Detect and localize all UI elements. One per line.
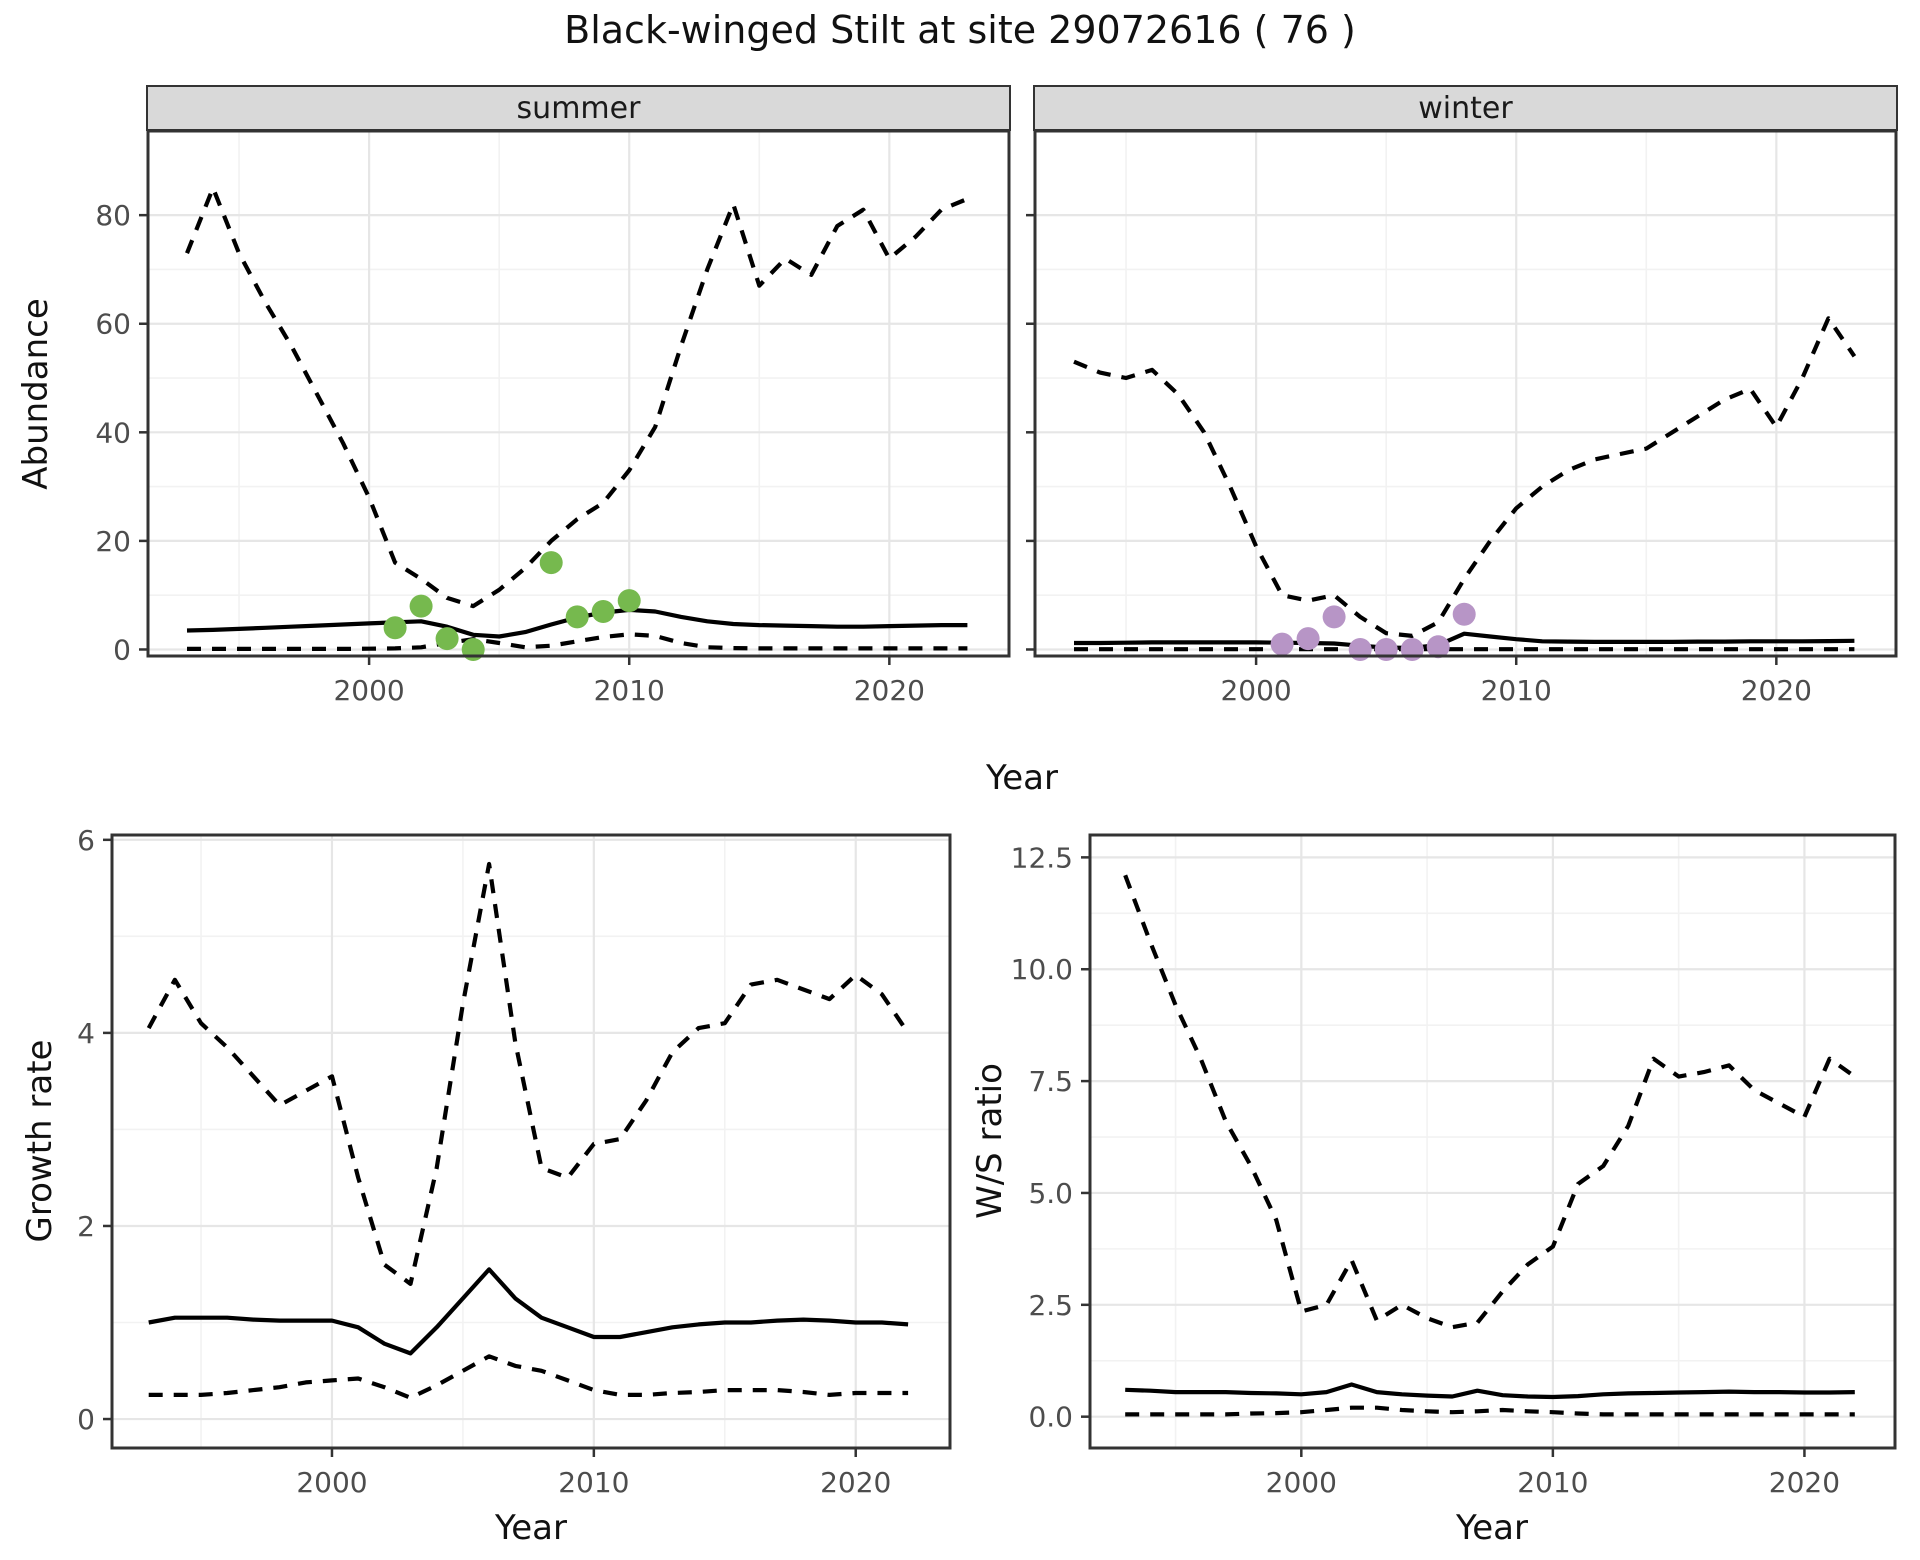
y-tick-label: 80	[95, 199, 131, 232]
x-tick-label: 2000	[296, 1466, 367, 1499]
x-tick-label: 2010	[1517, 1466, 1588, 1499]
data-point	[565, 605, 589, 629]
x-tick-label: 2010	[558, 1466, 629, 1499]
panel-abundance-summer: 2000 2010 2020 0 20 40 60 80	[95, 129, 1011, 707]
y-axis-title-growth-rate: Growth rate	[20, 1039, 60, 1243]
data-point	[1374, 638, 1398, 661]
y-tick-label: 4	[77, 1017, 95, 1050]
panel-axes: 2000 2010 2020 0 2 4 6	[77, 824, 891, 1499]
data-point	[435, 627, 459, 651]
data-point	[1400, 638, 1424, 661]
data-point	[409, 594, 433, 618]
panel-background	[148, 131, 1009, 656]
panel-axes: 2000 2010 2020	[1026, 213, 1812, 707]
y-tick-label: 2.5	[1028, 1289, 1073, 1322]
panel-background	[1035, 131, 1896, 656]
x-tick-label: 2000	[1220, 674, 1291, 707]
y-tick-label: 6	[77, 824, 95, 857]
y-tick-label: 12.5	[1011, 841, 1073, 874]
data-point	[617, 589, 641, 613]
data-point	[1270, 632, 1294, 656]
y-tick-label: 2	[77, 1210, 95, 1243]
x-tick-label: 2020	[1741, 674, 1812, 707]
x-axis-title-year-top: Year	[986, 758, 1058, 798]
y-tick-label: 10.0	[1011, 953, 1073, 986]
panel-axes: 2000 2010 2020 0.0 2.5 5.0 7.5 10.0 12.5	[1011, 841, 1840, 1499]
x-axis-title-year-bottom-right: Year	[1456, 1508, 1528, 1548]
series-median-solid	[1125, 1382, 1855, 1400]
y-tick-label: 20	[95, 525, 131, 558]
facet-strip-summer-label: summer	[516, 90, 641, 126]
panel-border	[110, 833, 952, 1450]
panel-grid	[1090, 835, 1895, 1448]
winter-observations	[1270, 602, 1476, 661]
y-tick-label: 5.0	[1028, 1177, 1073, 1210]
data-point	[1296, 627, 1320, 651]
facet-strip-winter-label: winter	[1418, 90, 1513, 126]
panel-abundance-winter: 2000 2010 2020	[1026, 129, 1898, 707]
panel-border	[1033, 129, 1898, 658]
panel-grid	[112, 835, 950, 1448]
summer-observations	[383, 551, 641, 661]
x-tick-label: 2010	[594, 674, 665, 707]
data-point	[383, 616, 407, 640]
series-upper-credible-dashed	[1073, 316, 1857, 639]
x-tick-label: 2020	[820, 1466, 891, 1499]
series-lower-credible-dashed	[187, 632, 968, 652]
x-tick-label: 2000	[333, 674, 404, 707]
series-lower-credible-dashed	[148, 1354, 909, 1400]
panel-border	[1088, 833, 1897, 1450]
page-title: Black-winged Stilt at site 29072616 ( 76…	[564, 8, 1356, 52]
y-tick-label: 0.0	[1028, 1401, 1073, 1434]
panel-axes: 2000 2010 2020 0 20 40 60 80	[95, 199, 925, 707]
y-axis-title-abundance: Abundance	[16, 298, 56, 490]
series-upper-credible-dashed	[1123, 874, 1857, 1330]
panel-grid	[1035, 131, 1896, 656]
x-tick-label: 2000	[1266, 1466, 1337, 1499]
x-axis-title-year-bottom-left: Year	[495, 1508, 567, 1548]
panel-background	[112, 835, 950, 1448]
y-tick-label: 0	[77, 1403, 95, 1436]
panel-ws-ratio: 2000 2010 2020 0.0 2.5 5.0 7.5 10.0 12.5	[1011, 833, 1897, 1499]
data-point	[1322, 605, 1346, 629]
x-tick-label: 2020	[854, 674, 925, 707]
data-point	[539, 551, 563, 575]
y-tick-label: 40	[95, 416, 131, 449]
y-tick-label: 60	[95, 308, 131, 341]
series-lower-credible-dashed	[1125, 1405, 1855, 1417]
facet-strip-summer: summer	[146, 85, 1011, 131]
panel-grid	[148, 131, 1009, 656]
panel-growth-rate: 2000 2010 2020 0 2 4 6	[77, 824, 952, 1499]
panel-border	[146, 129, 1011, 658]
y-axis-title-ws-ratio: W/S ratio	[970, 1063, 1010, 1219]
x-tick-label: 2020	[1769, 1466, 1840, 1499]
y-tick-label: 7.5	[1028, 1065, 1073, 1098]
x-tick-label: 2010	[1481, 674, 1552, 707]
series-upper-credible-dashed	[185, 185, 969, 609]
series-median-solid	[148, 1267, 909, 1356]
series-upper-credible-dashed	[146, 861, 910, 1287]
data-point	[1348, 638, 1372, 661]
data-point	[1426, 635, 1450, 659]
y-tick-label: 0	[113, 633, 131, 666]
panel-background	[1090, 835, 1895, 1448]
data-point	[461, 638, 485, 661]
data-point	[591, 600, 615, 623]
series-median-solid	[1074, 631, 1855, 651]
data-point	[1452, 602, 1476, 626]
facet-strip-winter: winter	[1033, 85, 1898, 131]
